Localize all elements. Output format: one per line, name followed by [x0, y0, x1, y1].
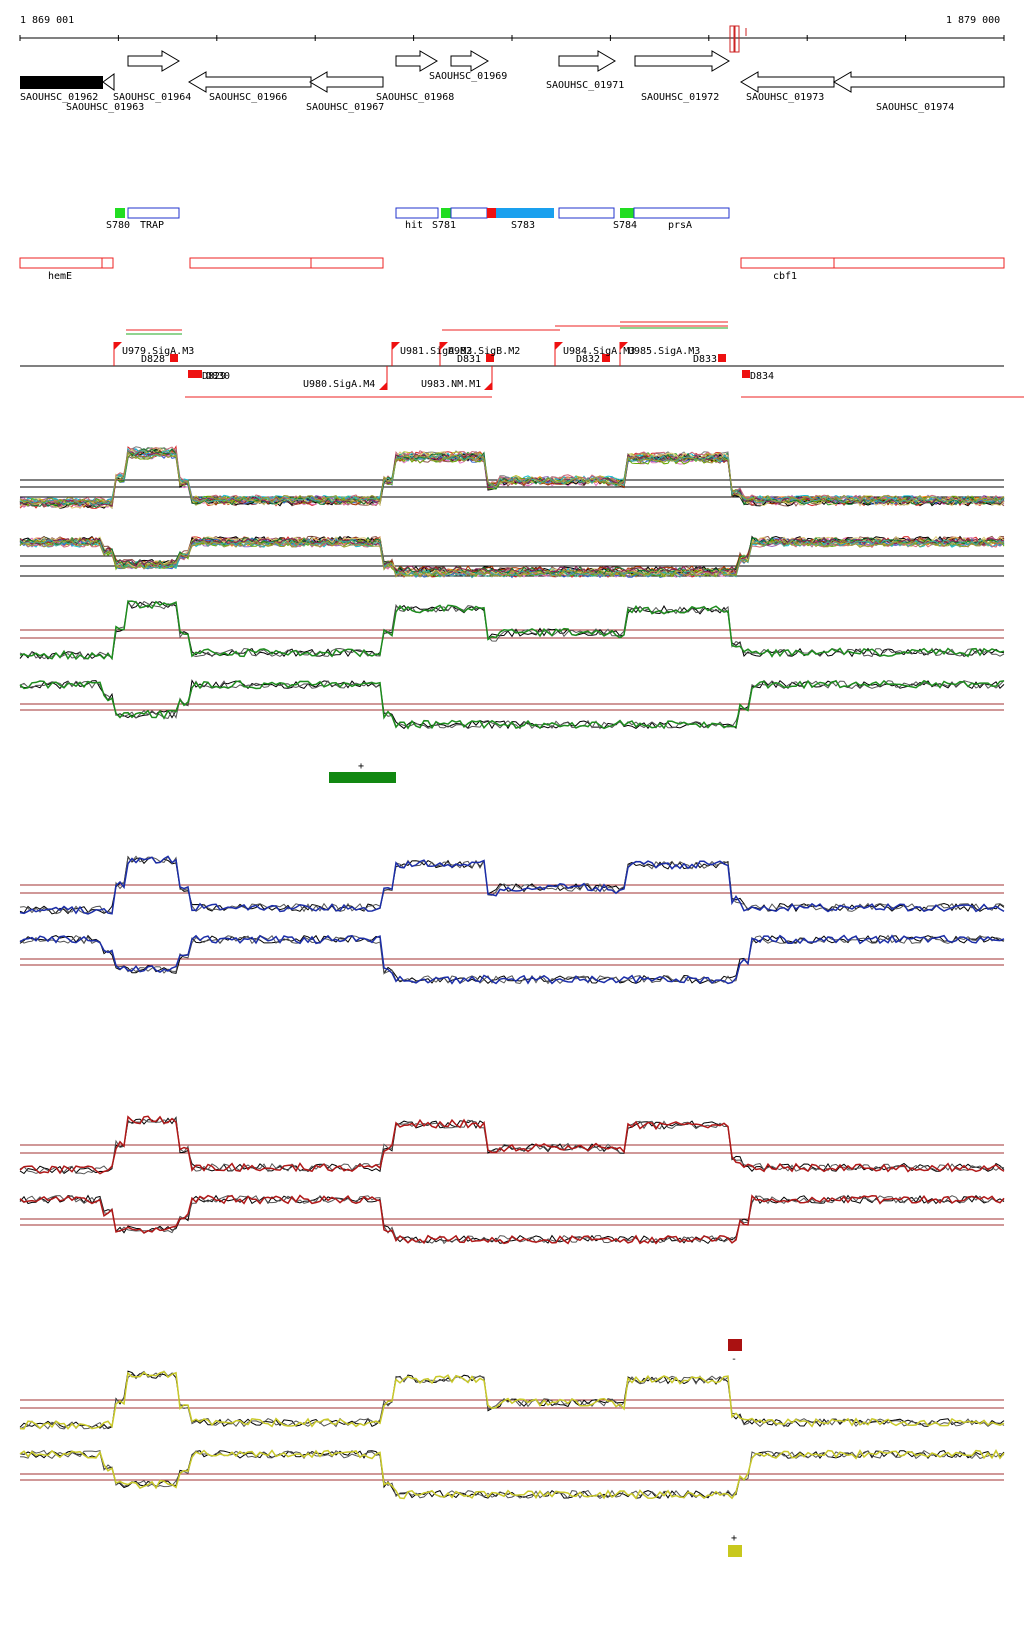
gene-label: SAOUHSC_01969: [429, 71, 507, 82]
ruler-ticks: [19, 35, 1005, 41]
sample-profile-plus: [19, 451, 1005, 505]
condition-profile-plus: [19, 1370, 1005, 1430]
gene-arrow-saouhsc-01972[interactable]: [634, 50, 730, 72]
promoter-label: U983.NM.M1: [421, 379, 481, 390]
promoter-label: D830: [206, 371, 230, 382]
feature-cbf1[interactable]: [740, 257, 835, 269]
gene-label: SAOUHSC_01967: [306, 102, 384, 113]
gene-track: SAOUHSC_01962 SAOUHSC_01963 SAOUHSC_0196…: [20, 50, 1005, 113]
feature-s783[interactable]: [496, 208, 554, 218]
gene-label: SAOUHSC_01968: [376, 92, 454, 103]
gene-label: SAOUHSC_01973: [746, 92, 824, 103]
promoter-track: U979.SigA.M3 D828 U981.SigA.M3 U982.SigB…: [20, 321, 1024, 398]
gene-arrow-saouhsc-01971[interactable]: [558, 50, 616, 72]
gene-arrow-saouhsc-01969[interactable]: [450, 50, 489, 72]
feature-label: cbf1: [773, 271, 797, 282]
promoter-label: U979.SigA.M3: [122, 346, 194, 357]
feature-label: hemE: [48, 271, 72, 282]
feature-label: S783: [511, 220, 535, 231]
promoter-label: D832: [576, 354, 600, 365]
feature-s780[interactable]: [115, 208, 125, 218]
marker-sign: +: [358, 761, 364, 772]
promoter-label: U981.SigA.M3: [400, 346, 472, 357]
feature-label: S780: [106, 220, 130, 231]
feature-track-minus: hemE cbf1: [19, 257, 1005, 282]
sample-profile-minus: [19, 539, 1005, 578]
condition-profile-minus: [19, 934, 1005, 985]
promoter-label: D831: [457, 354, 481, 365]
promoter-label: U980.SigA.M4: [303, 379, 375, 390]
promoter-label: U984.SigA.M3: [563, 346, 635, 357]
marker-yellow-plus[interactable]: [728, 1545, 742, 1557]
condition-profile-plus: [19, 600, 1005, 661]
gene-label: SAOUHSC_01974: [876, 102, 954, 113]
gene-label: SAOUHSC_01971: [546, 80, 624, 91]
promoter-label: U982.SigB.M2: [448, 346, 520, 357]
gene-arrow-saouhsc-01962[interactable]: [20, 76, 103, 89]
condition-profile-minus: [19, 1449, 1005, 1500]
feature-label: hit: [405, 220, 423, 231]
feature-trap[interactable]: [127, 207, 180, 219]
gene-label: SAOUHSC_01966: [209, 92, 287, 103]
gene-label: SAOUHSC_01962: [20, 92, 98, 103]
condition-profile-plus: [19, 1118, 1005, 1175]
gene-arrow-saouhsc-01968[interactable]: [395, 50, 438, 72]
gene-arrow-saouhsc-01964[interactable]: [127, 50, 180, 72]
gene-arrow-saouhsc-01974[interactable]: [833, 71, 1005, 93]
marker-sign: +: [731, 1533, 737, 1544]
condition-profile-plus: [19, 1370, 1005, 1430]
condition-profile-plus: [19, 1115, 1005, 1175]
feature-track-plus: S780 TRAP hit S781 S783 S784 prsA: [106, 207, 730, 231]
feature-heme[interactable]: [19, 257, 103, 269]
multi-sample-tracks: [19, 445, 1005, 579]
gene-arrow-saouhsc-01967[interactable]: [309, 71, 384, 93]
condition-profile-minus: [19, 679, 1005, 730]
start-coordinate: 1 869 001: [20, 15, 74, 26]
feature-label: TRAP: [140, 220, 164, 231]
gene-label: SAOUHSC_01964: [113, 92, 191, 103]
sample-profile-minus: [19, 538, 1005, 579]
expression-panel-red: [19, 1115, 1005, 1245]
feature-label: prsA: [668, 220, 692, 231]
promoter-label: D834: [750, 371, 774, 382]
feature-label: S781: [432, 220, 456, 231]
feature-prsa[interactable]: [633, 207, 730, 219]
gene-label: SAOUHSC_01963: [66, 102, 144, 113]
expression-panel-yellow: [19, 1370, 1005, 1500]
promoter-label: D833: [693, 354, 717, 365]
expression-panel-blue: [19, 855, 1005, 985]
promoter-label: D829: [202, 371, 226, 382]
gene-arrow-saouhsc-01973[interactable]: [740, 71, 835, 93]
end-coordinate: 1 879 000: [946, 15, 1000, 26]
feature-label: S784: [613, 220, 637, 231]
gene-arrow-saouhsc-01963[interactable]: [102, 73, 115, 91]
marker-green-plus[interactable]: [329, 772, 396, 783]
sample-profile-plus: [19, 447, 1005, 506]
marker-sign: -: [731, 1354, 737, 1365]
expression-panel-green: [19, 599, 1005, 730]
sample-profile-plus: [19, 449, 1005, 506]
gene-label: SAOUHSC_01972: [641, 92, 719, 103]
gene-arrow-saouhsc-01966[interactable]: [188, 71, 312, 93]
promoter-label: U985.SigA.M3: [628, 346, 700, 357]
condition-profile-plus: [19, 855, 1005, 915]
differential-markers: + - +: [329, 761, 742, 1557]
multi-minus-strand-profiles: [19, 535, 1005, 579]
coordinate-ruler: 1 869 001 1 879 000: [19, 15, 1005, 53]
promoter-label: D828: [141, 354, 165, 365]
condition-profile-minus: [19, 1194, 1005, 1245]
marker-red-minus[interactable]: [728, 1339, 742, 1351]
multi-plus-strand-profiles: [19, 445, 1005, 510]
